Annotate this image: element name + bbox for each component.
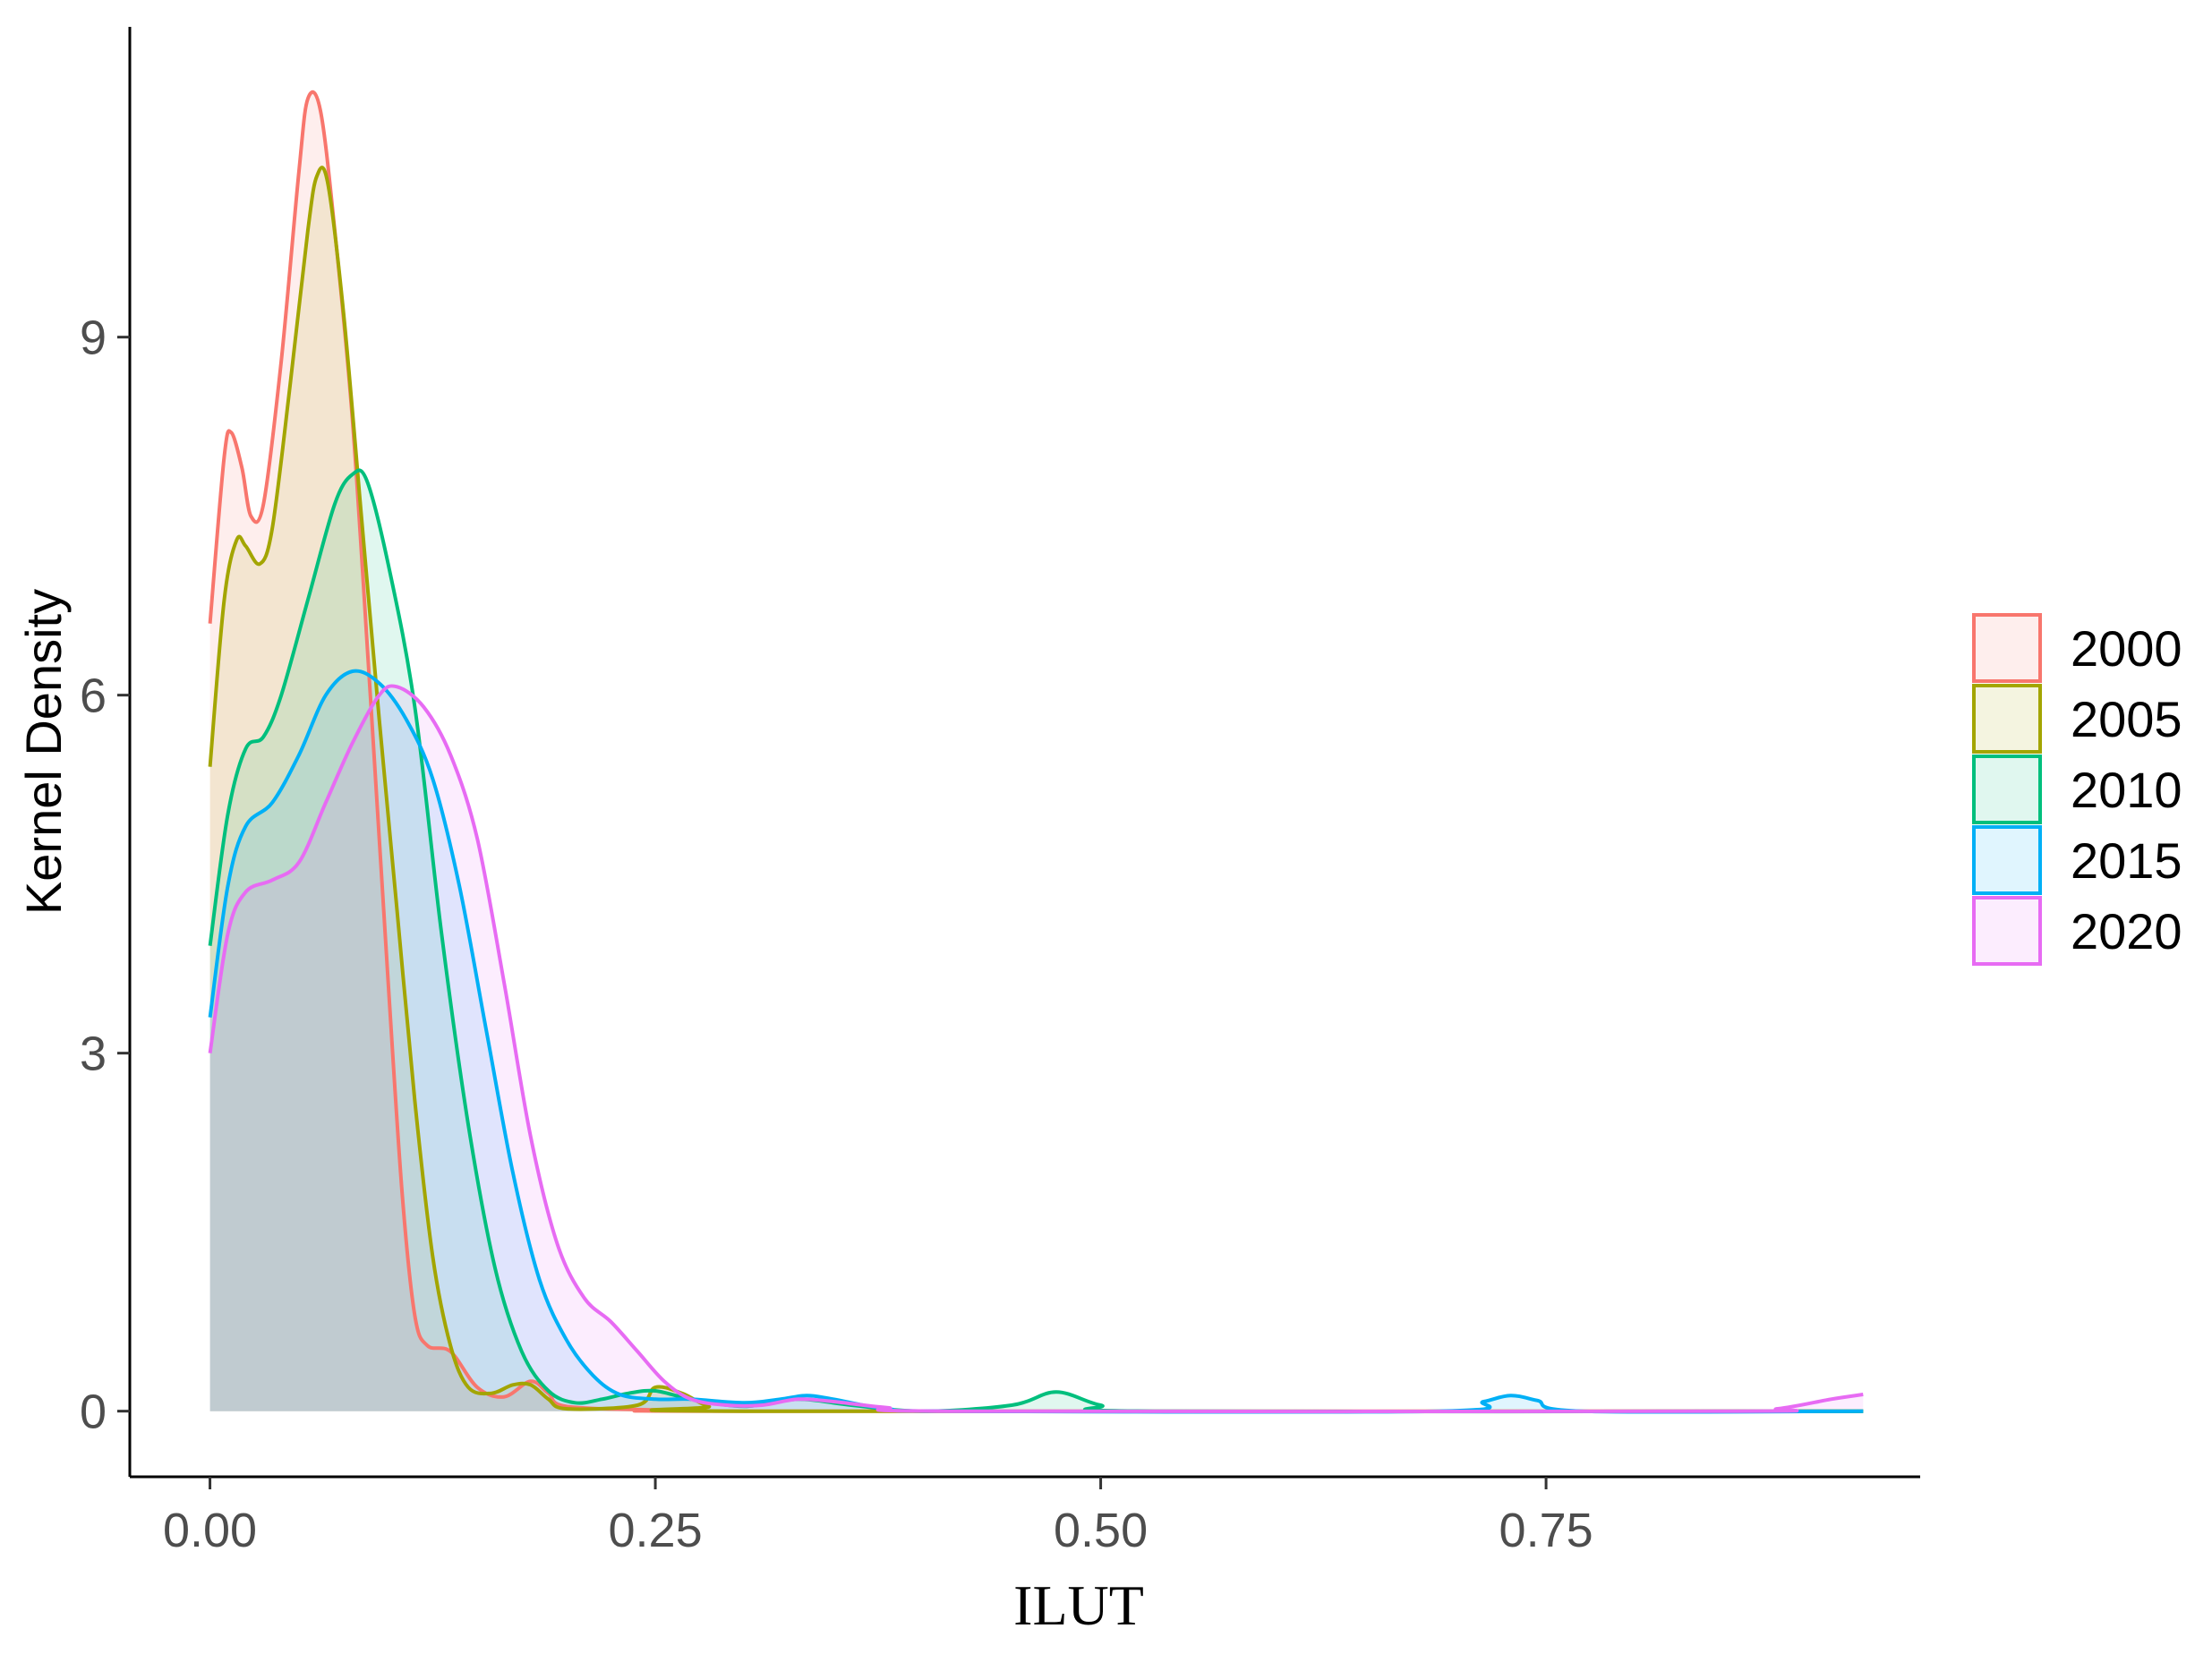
density-line-2015 (208, 669, 1864, 1414)
axes (128, 27, 1920, 1479)
y-tick-label: 6 (80, 669, 107, 723)
y-tick-label: 3 (80, 1027, 107, 1081)
y-axis-title: Kernel Density (15, 589, 72, 915)
y-tick-label: 0 (80, 1385, 107, 1439)
ticks: 0.00 0.25 0.50 0.75 0 3 6 9 (80, 311, 1593, 1557)
legend-key-2000 (1972, 613, 2042, 683)
x-tick-label: 0.50 (1054, 1504, 1148, 1557)
density-area-2005 (209, 167, 1864, 1412)
legend-key-2010 (1972, 755, 2042, 824)
legend-key-2005 (1972, 684, 2042, 754)
legend-label-2015: 2015 (2071, 832, 2182, 889)
legend-key-2020 (1972, 896, 2042, 966)
x-tick-label: 0.00 (163, 1504, 257, 1557)
x-axis-title: ILUT (1013, 1573, 1144, 1637)
legend-key-2015 (1972, 825, 2042, 895)
density-line-2010 (208, 468, 1864, 1414)
density-area-2010 (209, 470, 1864, 1412)
legend-label-2000: 2000 (2071, 620, 2182, 677)
density-area-2000 (209, 91, 1864, 1411)
legend: 2000 2005 2010 2015 2020 (1972, 613, 2182, 966)
x-tick-label: 0.25 (609, 1504, 703, 1557)
y-tick-label: 9 (80, 311, 107, 365)
x-tick-label: 0.75 (1499, 1504, 1593, 1557)
legend-label-2020: 2020 (2071, 903, 2182, 959)
legend-label-2010: 2010 (2071, 762, 2182, 818)
legend-label-2005: 2005 (2071, 691, 2182, 747)
density-area-2015 (209, 670, 1864, 1412)
density-areas (209, 91, 1864, 1412)
density-lines (208, 90, 1864, 1414)
density-line-2020 (208, 684, 1864, 1414)
